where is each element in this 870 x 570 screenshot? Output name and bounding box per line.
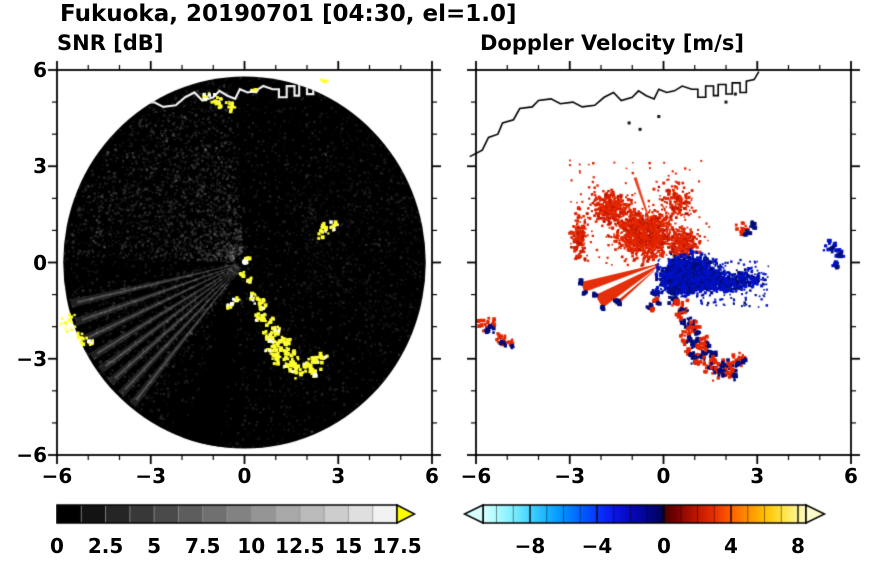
- snr-colorbar-tick-label: 5: [147, 534, 162, 558]
- snr-colorbar-tick-label: 2.5: [87, 534, 124, 558]
- doppler-colorbar-tick-label: 8: [791, 534, 805, 558]
- snr-x-tick-label: −3: [135, 464, 167, 488]
- doppler-panel-title: Doppler Velocity [m/s]: [480, 31, 744, 55]
- figure-title: Fukuoka, 20190701 [04:30, el=1.0]: [60, 1, 517, 27]
- snr-x-tick-label: −6: [41, 464, 73, 488]
- doppler-x-tick-label: 0: [656, 464, 671, 488]
- doppler-colorbar-tick-label: 0: [657, 534, 671, 558]
- snr-colorbar-tick-label: 10: [237, 534, 266, 558]
- snr-y-tick-label: −6: [16, 443, 47, 467]
- snr-colorbar-tick-label: 15: [334, 534, 363, 558]
- snr-colorbar: [56, 502, 418, 526]
- snr-y-tick-label: 6: [33, 58, 47, 82]
- doppler-colorbar-tick-label: 4: [724, 534, 738, 558]
- snr-radar-plot: [43, 56, 446, 469]
- snr-colorbar-tick-label: 12.5: [275, 534, 325, 558]
- doppler-x-tick-label: 6: [844, 464, 858, 488]
- snr-panel-title: SNR [dB]: [57, 31, 164, 55]
- doppler-colorbar: [462, 502, 829, 526]
- snr-colorbar-tick-label: 17.5: [372, 534, 422, 558]
- snr-x-tick-label: 0: [237, 464, 252, 488]
- doppler-x-tick-label: 3: [750, 464, 765, 488]
- snr-colorbar-tick-label: 0: [50, 534, 64, 558]
- snr-y-tick-label: −3: [16, 346, 47, 371]
- doppler-radar-plot: [462, 56, 865, 469]
- doppler-colorbar-tick-label: −8: [514, 534, 546, 558]
- doppler-x-tick-label: −6: [460, 464, 492, 488]
- snr-x-tick-label: 6: [425, 464, 439, 488]
- snr-y-tick-label: 0: [33, 250, 47, 275]
- snr-x-tick-label: 3: [331, 464, 346, 488]
- snr-colorbar-tick-label: 7.5: [184, 534, 221, 558]
- doppler-colorbar-tick-label: −4: [581, 534, 613, 558]
- snr-y-tick-label: 3: [33, 154, 47, 179]
- doppler-x-tick-label: −3: [554, 464, 586, 488]
